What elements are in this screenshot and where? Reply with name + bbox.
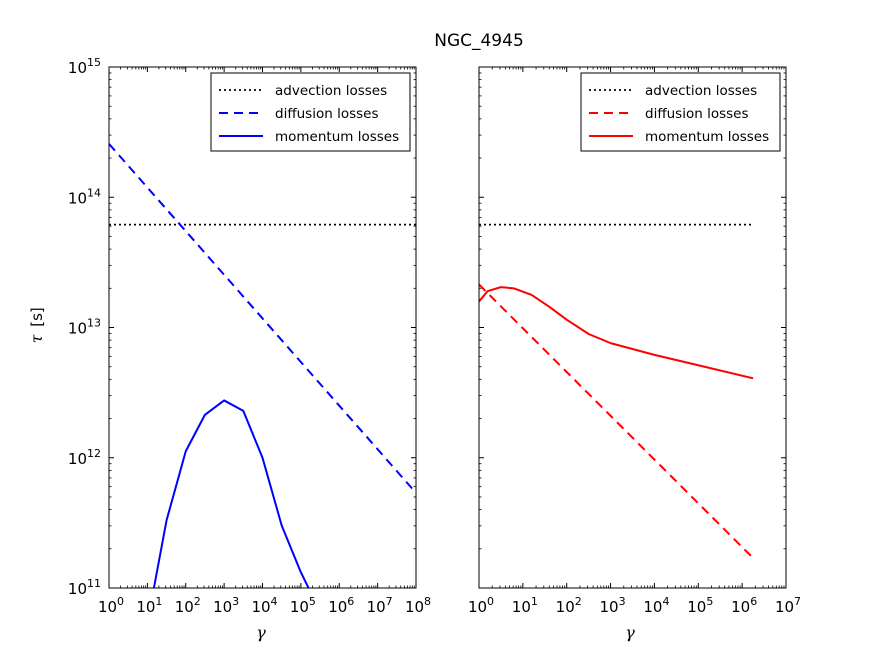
x-tick-label: 106 <box>731 595 757 616</box>
chart-title: NGC_4945 <box>434 31 524 51</box>
legend-label: momentum losses <box>275 129 399 145</box>
legend-label: diffusion losses <box>645 106 749 122</box>
panel-right: 100 101 102 103 104 105 106 107 advection losses… <box>468 66 801 616</box>
legend-label: diffusion losses <box>275 106 379 122</box>
x-tick-label: 105 <box>687 595 713 616</box>
panel-left: 100 101 102 103 104 105 106 107 108 1011 1012 1013 1… <box>68 56 431 616</box>
y-tick-label: 1011 <box>68 577 101 598</box>
x-tick-label: 105 <box>290 595 316 616</box>
y-tick-label: 1012 <box>68 447 101 468</box>
legend-label: advection losses <box>645 83 757 99</box>
x-tick-label: 101 <box>512 595 538 616</box>
legend-label: advection losses <box>275 83 387 99</box>
plot-frame <box>108 66 417 589</box>
x-tick-label: 103 <box>213 595 239 616</box>
series-line-momentum-losses <box>152 399 310 588</box>
series-line-diffusion-losses <box>479 283 754 559</box>
x-tick-label: 104 <box>251 595 277 616</box>
y-axis-label: τ [s] <box>27 307 46 343</box>
legend-box <box>580 72 781 152</box>
x-axis-label-right: γ <box>625 623 635 642</box>
y-axis-label-unit: [s] <box>28 307 46 327</box>
series-group <box>479 223 754 559</box>
series-line-diffusion-losses <box>109 143 416 494</box>
x-tick-label: 104 <box>643 595 669 616</box>
x-tick-label: 103 <box>600 595 626 616</box>
x-tick-label: 106 <box>328 595 354 616</box>
x-tick-label: 102 <box>175 595 201 616</box>
plot-frame <box>478 66 787 589</box>
x-tick-label: 107 <box>775 595 801 616</box>
series-group <box>109 143 416 588</box>
y-tick-label: 1014 <box>68 186 101 207</box>
y-tick-label: 1015 <box>68 56 101 77</box>
legend-box <box>210 72 411 152</box>
x-tick-label: 100 <box>98 595 124 616</box>
legend: advection losses diffusion losses momentum… <box>580 72 781 152</box>
x-axis-label-left: γ <box>256 623 266 642</box>
y-axis-label-symbol: τ <box>27 333 46 343</box>
x-tick-label: 100 <box>468 595 494 616</box>
x-tick-label: 108 <box>405 595 431 616</box>
x-tick-label: 107 <box>367 595 393 616</box>
legend-label: momentum losses <box>645 129 769 145</box>
y-tick-label: 1013 <box>68 317 101 338</box>
x-tick-label: 101 <box>136 595 162 616</box>
x-tick-label: 102 <box>556 595 582 616</box>
series-line-momentum-losses <box>479 286 754 380</box>
legend: advection losses diffusion losses momentum… <box>210 72 411 152</box>
